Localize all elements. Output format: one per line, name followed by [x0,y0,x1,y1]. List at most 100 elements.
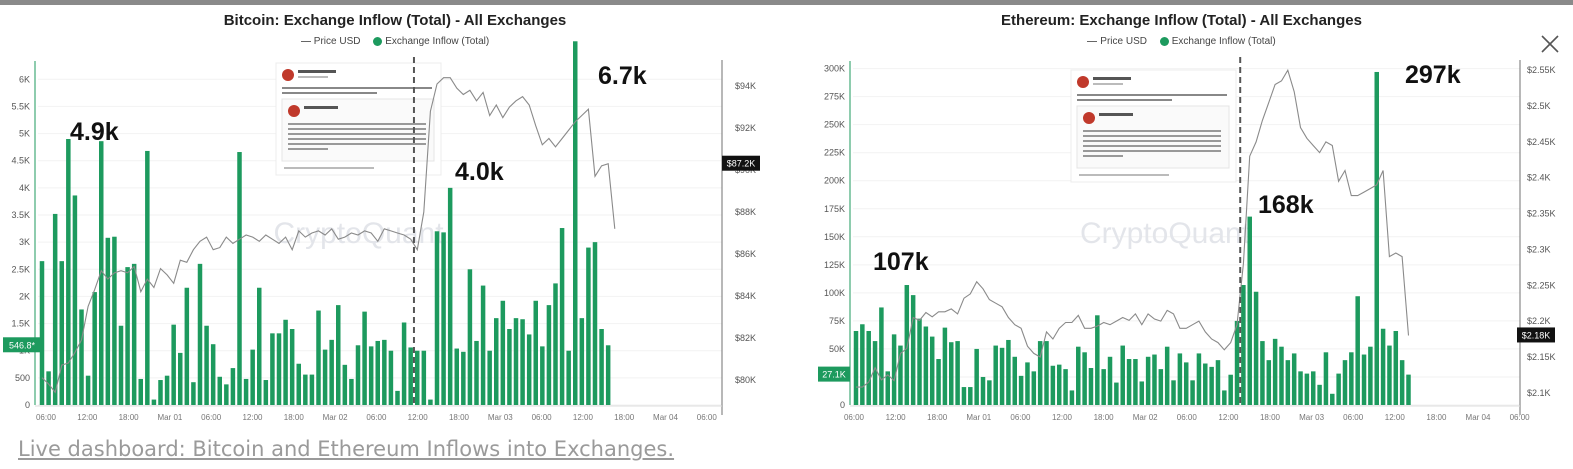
inflow-bar[interactable] [79,309,84,405]
bitcoin-inflow-chart[interactable]: 05001K1.5K2K2.5K3K3.5K4K4.5K5K5.5K6K$80K… [0,5,790,425]
inflow-bar[interactable] [421,350,427,405]
inflow-bar[interactable] [1145,356,1151,405]
close-icon[interactable] [1539,33,1561,55]
inflow-bar[interactable] [891,334,897,405]
inflow-bar[interactable] [936,359,941,405]
inflow-bar[interactable] [1088,367,1094,405]
inflow-bar[interactable] [336,305,341,405]
inflow-bar[interactable] [1228,374,1233,405]
inflow-bar[interactable] [540,346,545,405]
inflow-bar[interactable] [1291,353,1297,405]
inflow-bar[interactable] [46,371,51,405]
inflow-bar[interactable] [197,263,203,405]
inflow-bar[interactable] [968,387,973,405]
inflow-bar[interactable] [546,305,552,405]
inflow-bar[interactable] [513,318,519,405]
inflow-bar[interactable] [184,287,190,405]
inflow-bar[interactable] [1044,341,1049,405]
inflow-bar[interactable] [1330,393,1335,405]
inflow-bar[interactable] [52,213,58,405]
inflow-bar[interactable] [1349,352,1354,405]
inflow-bar[interactable] [250,349,255,405]
inflow-bar[interactable] [257,287,262,405]
inflow-bar[interactable] [1050,365,1056,405]
inflow-bar[interactable] [1279,346,1284,405]
inflow-bar[interactable] [237,152,242,405]
inflow-bar[interactable] [342,364,348,405]
inflow-bar[interactable] [1215,360,1221,405]
inflow-bar[interactable] [349,378,354,405]
inflow-bar[interactable] [494,318,499,405]
inflow-bar[interactable] [428,399,433,405]
inflow-bar[interactable] [1317,384,1322,405]
inflow-bar[interactable] [230,368,236,405]
inflow-bar[interactable] [138,378,144,405]
inflow-bar[interactable] [579,318,585,405]
inflow-bar[interactable] [39,261,45,405]
inflow-bar[interactable] [66,139,71,405]
inflow-bar[interactable] [401,322,407,405]
inflow-bar[interactable] [872,341,878,405]
inflow-bar[interactable] [885,371,891,405]
inflow-bar[interactable] [860,324,865,405]
inflow-bar[interactable] [99,141,104,405]
inflow-bar[interactable] [1012,356,1018,405]
inflow-bar[interactable] [1107,356,1113,405]
inflow-bar[interactable] [1323,352,1329,405]
inflow-bar[interactable] [866,330,871,405]
inflow-bar[interactable] [217,376,223,405]
inflow-bar[interactable] [1006,339,1011,405]
inflow-bar[interactable] [454,348,460,405]
inflow-bar[interactable] [1361,354,1367,405]
inflow-bar[interactable] [461,351,466,405]
inflow-bar[interactable] [1380,328,1386,405]
inflow-bar[interactable] [224,384,229,405]
inflow-bar[interactable] [1387,345,1392,405]
inflow-bar[interactable] [592,242,598,405]
inflow-bar[interactable] [72,195,78,405]
inflow-bar[interactable] [605,345,611,405]
inflow-bar[interactable] [283,319,288,405]
inflow-bar[interactable] [923,326,929,405]
inflow-bar[interactable] [533,300,539,405]
inflow-bar[interactable] [375,340,381,405]
inflow-bar[interactable] [1152,354,1157,405]
inflow-bar[interactable] [853,330,859,405]
inflow-bar[interactable] [441,232,446,405]
inflow-bar[interactable] [145,150,150,405]
inflow-bar[interactable] [553,283,558,405]
inflow-bar[interactable] [1241,285,1246,405]
inflow-bar[interactable] [355,345,361,405]
inflow-bar[interactable] [1018,375,1024,405]
inflow-bar[interactable] [1031,371,1037,405]
inflow-bar[interactable] [131,263,137,405]
inflow-bar[interactable] [243,378,249,405]
inflow-bar[interactable] [520,319,525,405]
inflow-bar[interactable] [263,380,269,405]
inflow-bar[interactable] [158,380,163,405]
inflow-bar[interactable] [1393,330,1399,405]
inflow-bar[interactable] [191,382,196,405]
inflow-bar[interactable] [309,374,315,405]
inflow-bar[interactable] [1063,369,1068,405]
inflow-bar[interactable] [500,300,506,405]
inflow-bar[interactable] [898,345,903,405]
inflow-bar[interactable] [999,347,1005,405]
inflow-bar[interactable] [1082,352,1087,405]
legend-price-label[interactable]: Price USD [1100,36,1147,47]
inflow-bar[interactable] [1209,366,1214,405]
inflow-bar[interactable] [125,267,130,405]
inflow-bar[interactable] [388,350,394,405]
inflow-bar[interactable] [59,261,65,405]
inflow-bar[interactable] [1222,390,1227,405]
inflow-bar[interactable] [204,325,209,405]
inflow-bar[interactable] [171,324,176,405]
inflow-bar[interactable] [316,310,321,405]
inflow-bar[interactable] [987,380,992,405]
inflow-bar[interactable] [1056,364,1062,405]
inflow-bar[interactable] [487,350,492,405]
inflow-bar[interactable] [1101,369,1106,405]
inflow-bar[interactable] [289,329,295,405]
inflow-bar[interactable] [904,285,910,405]
inflow-bar[interactable] [1310,371,1316,405]
